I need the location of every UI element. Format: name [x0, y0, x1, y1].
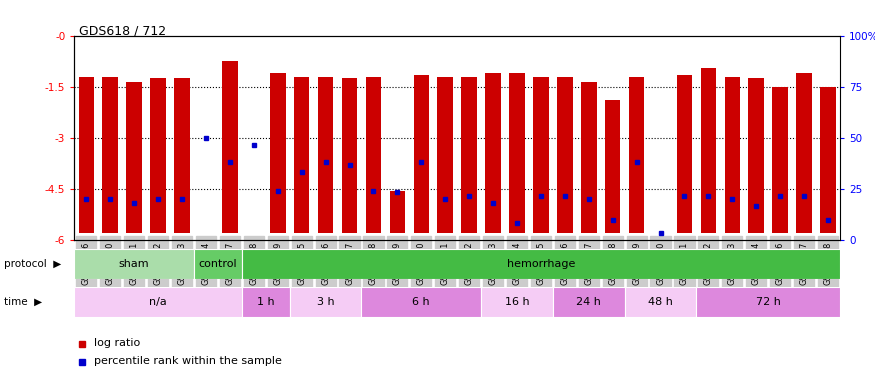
Bar	[605, 100, 620, 233]
Text: 1 h: 1 h	[257, 297, 275, 307]
Bar	[696, 287, 840, 317]
Bar	[461, 76, 477, 233]
Bar	[126, 82, 142, 233]
Bar	[342, 78, 357, 233]
Text: log ratio: log ratio	[94, 339, 140, 348]
Bar	[796, 73, 812, 233]
Bar	[676, 75, 692, 233]
Text: protocol  ▶: protocol ▶	[4, 260, 61, 269]
Bar	[629, 76, 644, 233]
Bar	[194, 249, 242, 279]
Text: 6 h: 6 h	[412, 297, 430, 307]
Bar	[318, 76, 333, 233]
Bar	[174, 78, 190, 233]
Text: 72 h: 72 h	[756, 297, 780, 307]
Bar	[533, 76, 549, 233]
Bar	[79, 76, 94, 233]
Bar	[486, 73, 500, 233]
Text: 48 h: 48 h	[648, 297, 673, 307]
Bar	[581, 82, 597, 233]
Bar	[414, 75, 429, 233]
Bar	[294, 76, 310, 233]
Text: control: control	[199, 260, 237, 269]
Bar	[438, 76, 453, 233]
Bar	[74, 287, 242, 317]
Bar	[625, 287, 696, 317]
Bar	[481, 287, 553, 317]
Text: 3 h: 3 h	[317, 297, 334, 307]
Bar	[270, 73, 285, 233]
Bar	[389, 190, 405, 233]
Bar	[820, 87, 836, 233]
Bar	[366, 76, 382, 233]
Text: time  ▶: time ▶	[4, 297, 43, 307]
Bar	[242, 249, 840, 279]
Text: GDS618 / 712: GDS618 / 712	[79, 24, 166, 38]
Bar	[222, 61, 238, 233]
Bar	[509, 73, 525, 233]
Bar	[102, 76, 118, 233]
Bar	[150, 78, 166, 233]
Text: 24 h: 24 h	[577, 297, 601, 307]
Bar	[748, 78, 764, 233]
Text: percentile rank within the sample: percentile rank within the sample	[94, 357, 282, 366]
Bar	[242, 287, 290, 317]
Bar	[361, 287, 481, 317]
Text: hemorrhage: hemorrhage	[507, 260, 575, 269]
Text: sham: sham	[119, 260, 150, 269]
Text: 16 h: 16 h	[505, 297, 529, 307]
Bar	[553, 287, 625, 317]
Bar	[724, 76, 740, 233]
Bar	[557, 76, 572, 233]
Bar	[74, 249, 194, 279]
Bar	[773, 87, 788, 233]
Text: n/a: n/a	[150, 297, 167, 307]
Bar	[701, 68, 716, 233]
Bar	[290, 287, 361, 317]
